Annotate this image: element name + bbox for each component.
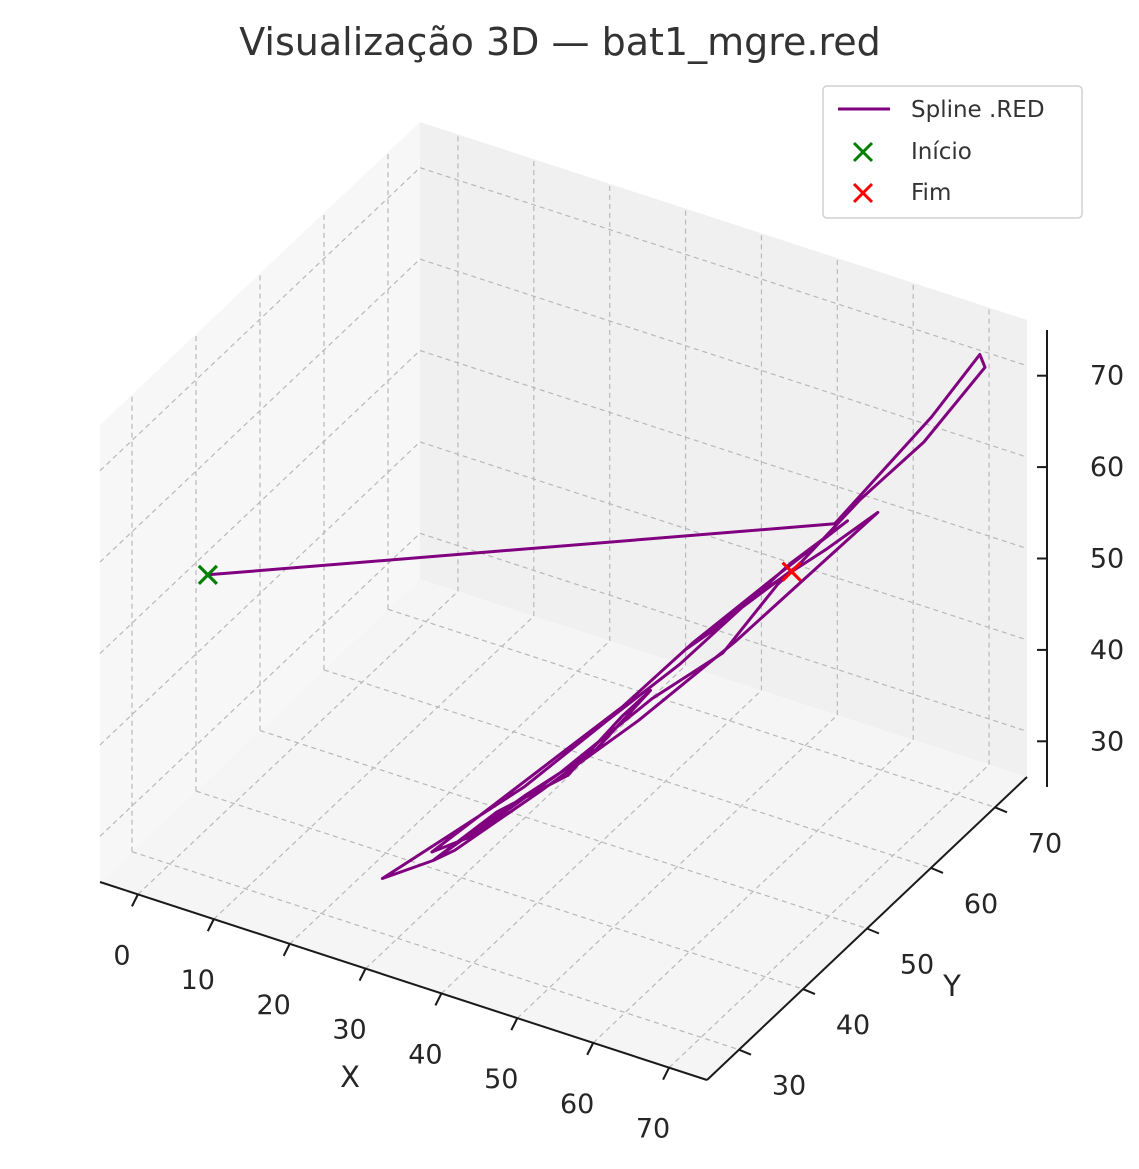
legend-end-marker-icon (852, 182, 874, 204)
axes-ticks: 0 10 20 30 40 50 60 70 30 40 50 60 70 30 40 50 60 70 (113, 361, 1124, 1145)
x-tick-mark (586, 1042, 595, 1056)
end-marker (781, 561, 802, 582)
x-tick-mark (131, 893, 139, 907)
grid-line-z-back (419, 441, 1028, 641)
grid-line-z-back (419, 167, 1028, 367)
x-tick-label: 40 (408, 1039, 442, 1070)
x-tick-label: 60 (560, 1089, 594, 1120)
x-axis-label: X (340, 1060, 360, 1094)
y-tick-mark (994, 806, 1008, 814)
grid-line-z-left (99, 532, 421, 837)
grid-line-z-left (99, 167, 421, 472)
start-marker (197, 564, 219, 585)
x-tick-mark (510, 1017, 519, 1031)
legend-label-end: Fim (911, 180, 951, 206)
x-tick-mark (358, 968, 367, 982)
grid-line-x-floor (516, 714, 838, 1019)
y-tick-label: 40 (836, 1010, 870, 1041)
x-tick-label: 70 (636, 1114, 670, 1145)
x-tick-mark (662, 1067, 670, 1081)
legend-start-marker-icon (852, 141, 874, 163)
x-tick-label: 0 (113, 940, 130, 971)
series-layer (207, 353, 987, 880)
grid-line-x-floor (592, 739, 914, 1044)
legend-box (822, 85, 1083, 219)
grid-line-x-floor (441, 689, 762, 994)
legend-label-spline: Spline .RED (911, 97, 1045, 123)
legend-label-start: Início (911, 139, 972, 165)
z-tick-label: 30 (1090, 726, 1124, 757)
x-tick-mark (206, 918, 215, 932)
grid-line-y-floor (387, 608, 996, 808)
x-tick-mark (434, 992, 443, 1006)
grid-line-z-left (99, 350, 421, 654)
y-tick-mark (738, 1048, 752, 1056)
y-tick-mark (930, 866, 944, 874)
x-tick-label: 20 (257, 990, 291, 1021)
chart-title: Visualização 3D — bat1_mgre.red (239, 20, 881, 64)
axes-grid (99, 134, 1028, 1069)
grid-line-z-back (419, 349, 1028, 550)
y-tick-mark (802, 988, 816, 996)
legend: Spline .RED Início Fim (822, 85, 1083, 219)
markers-layer (197, 561, 802, 585)
grid-line-z-back (419, 532, 1028, 732)
z-tick-label: 40 (1090, 635, 1124, 666)
grid-line-y-floor (259, 729, 868, 930)
x-axis-line (99, 881, 708, 1081)
grid-line-y-floor (195, 790, 804, 990)
grid-line-y-floor (131, 851, 740, 1051)
grid-line-y-floor (323, 669, 932, 869)
grid-line-z-left (99, 258, 421, 563)
y-tick-label: 70 (1028, 828, 1062, 859)
y-tick-label: 60 (964, 889, 998, 920)
z-tick-label: 70 (1090, 361, 1124, 392)
series-line-spline (207, 353, 987, 880)
y-tick-label: 30 (772, 1071, 806, 1102)
y-tick-mark (866, 927, 880, 935)
grid-line-z-left (99, 441, 421, 746)
x-tick-label: 50 (484, 1064, 518, 1095)
z-tick-label: 50 (1090, 544, 1124, 575)
x-tick-mark (282, 943, 291, 957)
x-tick-label: 30 (332, 1015, 366, 1046)
y-tick-label: 50 (900, 950, 934, 981)
z-tick-label: 60 (1090, 452, 1124, 483)
x-tick-label: 10 (181, 965, 215, 996)
y-axis-label: Y (942, 969, 961, 1003)
axes-panes (100, 122, 1027, 1080)
